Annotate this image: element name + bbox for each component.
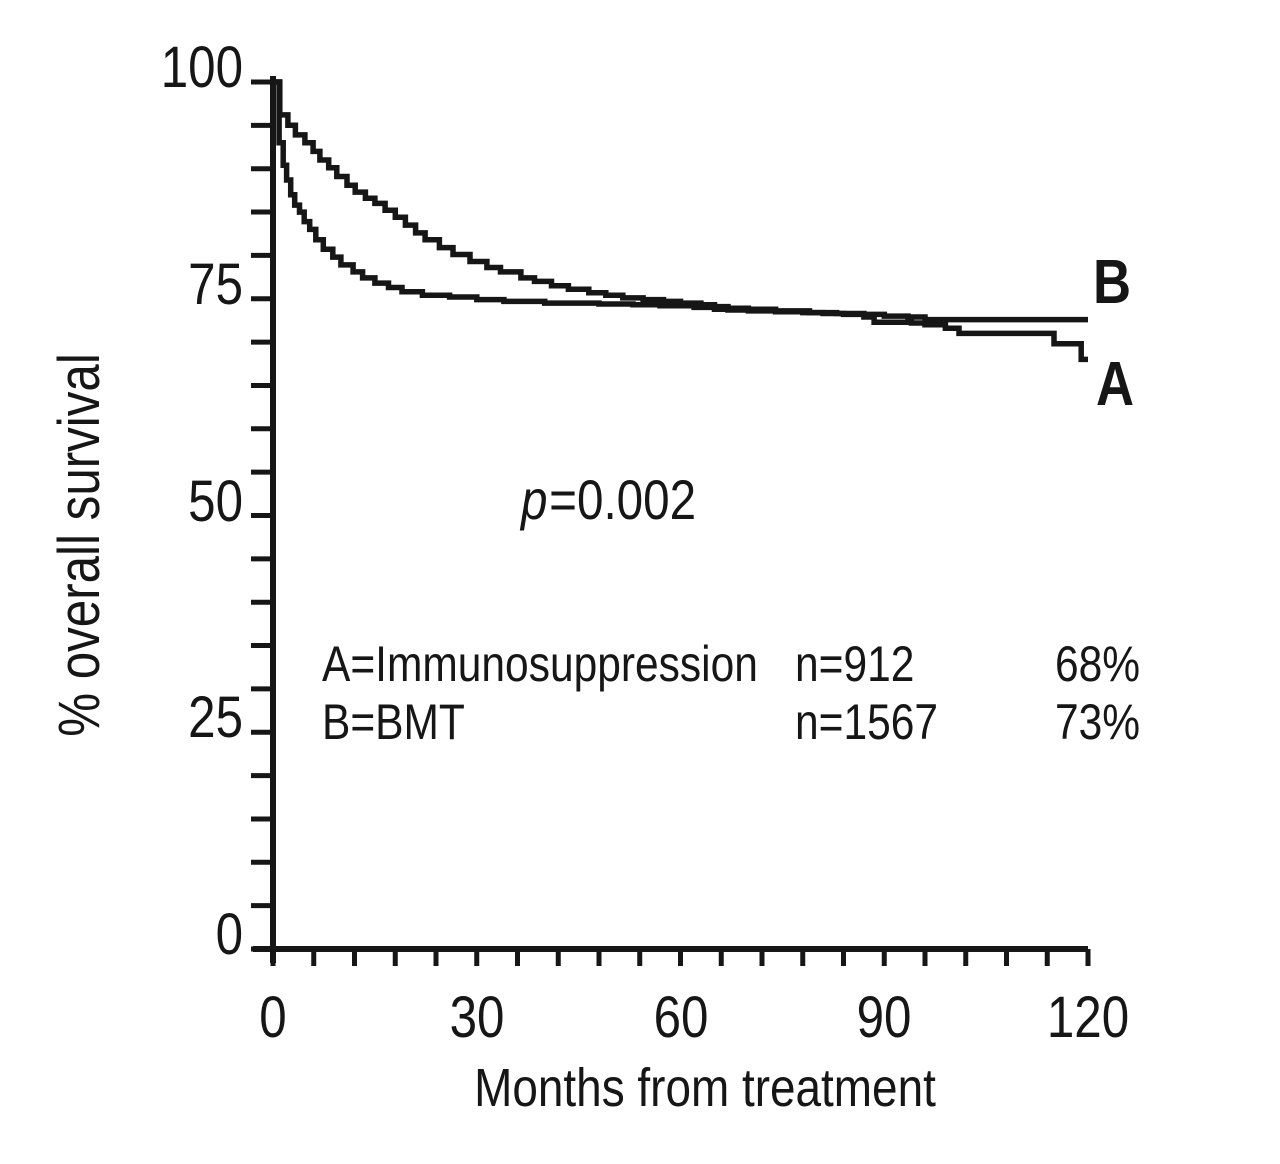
x-tick-label-90: 90	[856, 985, 912, 1050]
legend-n-a: n=912	[795, 636, 915, 692]
x-tick-label-30: 30	[449, 985, 505, 1050]
y-axis-title: % overall survival	[47, 353, 112, 737]
x-axis-title: Months from treatment	[474, 1058, 936, 1118]
y-tick-label-75: 75	[188, 251, 243, 317]
curve-label-b: B	[1092, 248, 1132, 317]
p-value-symbol: p	[521, 468, 548, 531]
x-tick-label-0: 0	[259, 985, 287, 1050]
legend-label-a: A=Immunosuppression	[322, 636, 758, 692]
curve-a	[273, 79, 1088, 363]
legend-n-b: n=1567	[795, 694, 939, 750]
y-tick-label-25: 25	[188, 685, 243, 751]
legend-pct-b: 73%	[1055, 694, 1141, 750]
curve-label-a: A	[1095, 350, 1135, 419]
x-tick-label-60: 60	[653, 985, 708, 1050]
y-tick-label-100: 100	[160, 35, 243, 100]
y-tick-label-0: 0	[215, 902, 243, 967]
curve-b	[273, 79, 1088, 323]
legend-row-a: A=Immunosuppression n=912 68%	[322, 634, 1152, 694]
p-value-annotation: p=0.002	[521, 469, 696, 531]
y-tick-label-50: 50	[188, 468, 243, 534]
p-value-number: =0.002	[549, 468, 697, 531]
legend-pct-a: 68%	[1055, 636, 1141, 692]
legend-row-b: B=BMT n=1567 73%	[322, 692, 1152, 752]
legend-label-b: B=BMT	[322, 694, 465, 750]
x-tick-label-120: 120	[1046, 985, 1130, 1050]
